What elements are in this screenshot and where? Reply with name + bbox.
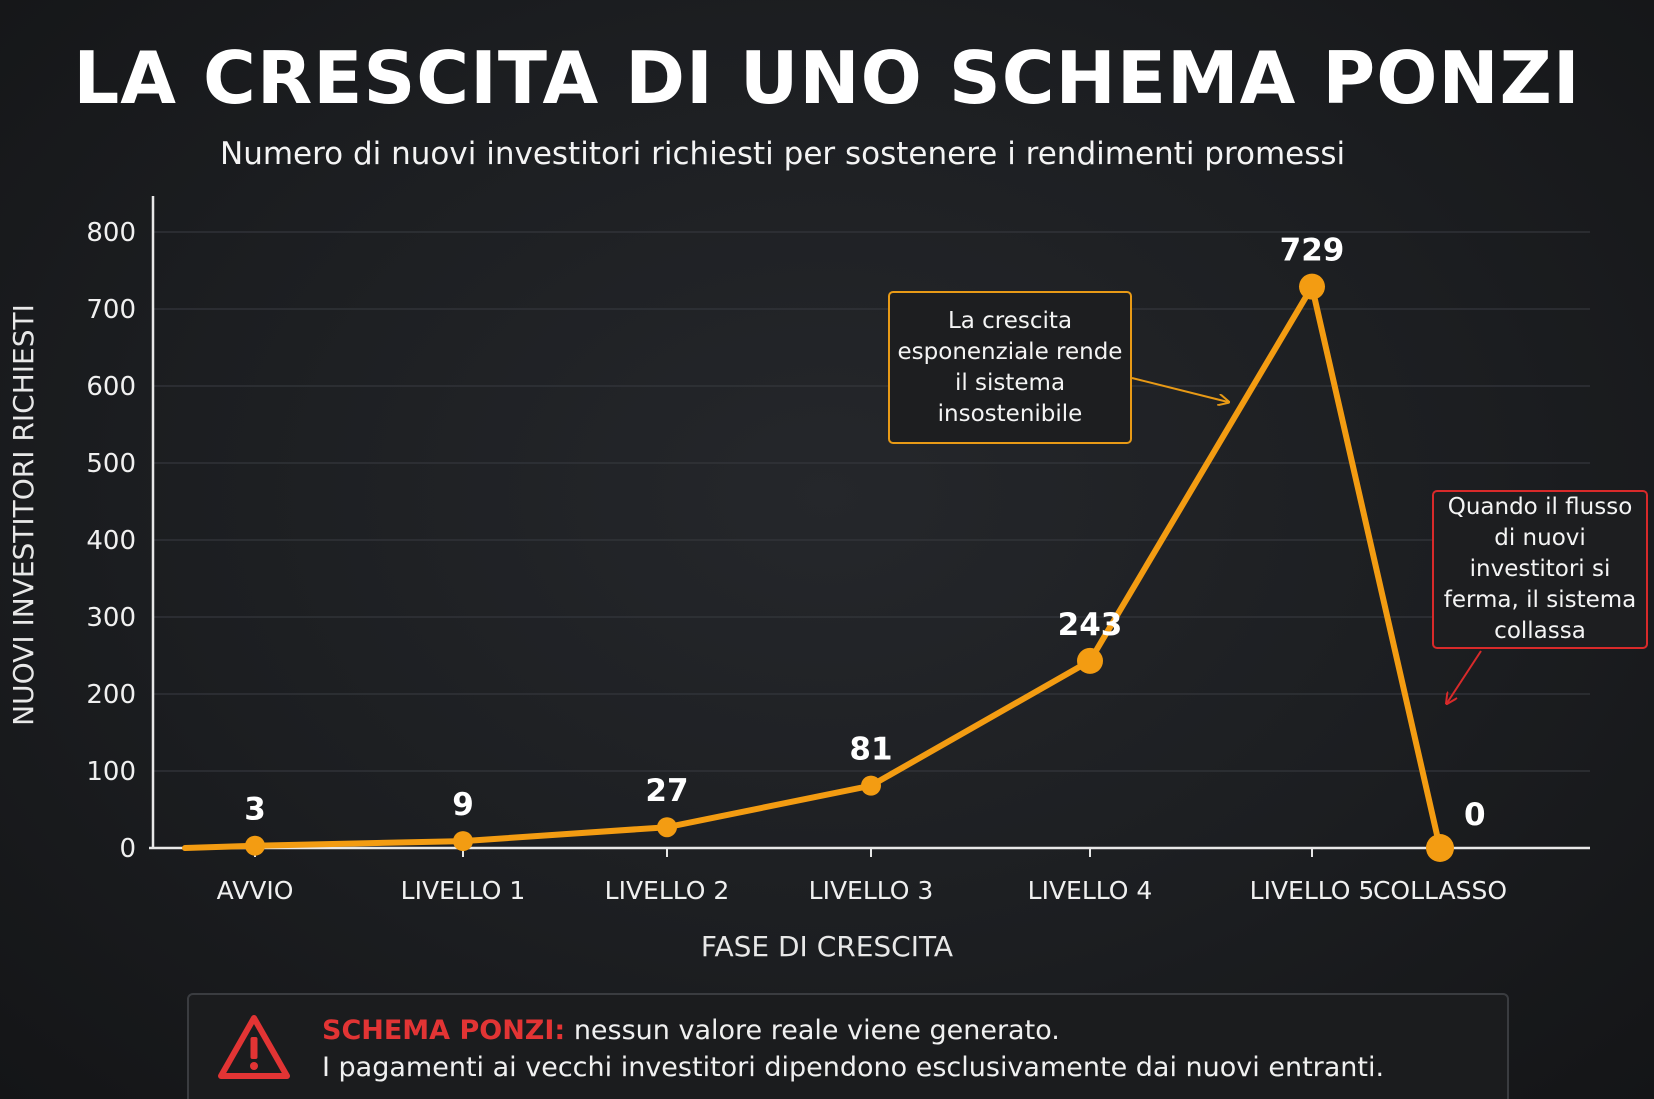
x-tick-label: COLLASSO: [1373, 876, 1507, 905]
data-points: [245, 273, 1454, 862]
warning-label: SCHEMA PONZI:: [322, 1015, 566, 1046]
data-point: [657, 817, 677, 838]
warning-line-1: SCHEMA PONZI: nessun valore reale viene …: [322, 1015, 1060, 1046]
data-label: 243: [1058, 607, 1123, 643]
data-point: [861, 775, 881, 796]
x-tick-label: LIVELLO 3: [809, 876, 934, 905]
growth-callout-text: La crescita esponenziale rende il sistem…: [897, 307, 1123, 427]
data-point: [453, 831, 473, 852]
data-labels: 3 9 27 81 243 729 0: [244, 233, 1485, 833]
chart-title: LA CRESCITA DI UNO SCHEMA PONZI: [73, 36, 1581, 120]
y-tick-label: 500: [86, 449, 136, 479]
data-label: 0: [1464, 797, 1486, 833]
growth-callout: La crescita esponenziale rende il sistem…: [888, 291, 1132, 444]
x-tick-label: LIVELLO 1: [401, 876, 526, 905]
x-tick-label: LIVELLO 5: [1250, 876, 1375, 905]
warning-triangle-icon: [218, 1015, 290, 1079]
y-tick-label: 600: [86, 372, 136, 402]
series-line: [182, 283, 1443, 851]
growth-callout-arrow: [1131, 377, 1228, 402]
y-tick-label: 300: [86, 603, 136, 633]
data-label: 729: [1280, 233, 1345, 269]
collapse-callout: Quando il flusso di nuovi investitori si…: [1432, 490, 1648, 649]
y-tick-label: 400: [86, 526, 136, 556]
chart-subtitle: Numero di nuovi investitori richiesti pe…: [220, 136, 1346, 172]
data-label: 81: [849, 732, 892, 768]
warning-text-2: I pagamenti ai vecchi investitori dipend…: [322, 1052, 1385, 1083]
y-tick-label: 700: [86, 295, 136, 325]
warning-box: SCHEMA PONZI: nessun valore reale viene …: [187, 993, 1509, 1099]
y-tick-label: 100: [86, 757, 136, 787]
data-point: [1299, 273, 1325, 300]
x-tick-label: LIVELLO 4: [1028, 876, 1153, 905]
collapse-callout-arrow: [1447, 650, 1482, 703]
warning-text-1: nessun valore reale viene generato.: [565, 1015, 1060, 1046]
y-axis-title: NUOVI INVESTITORI RICHIESTI: [7, 304, 40, 726]
grid-lines: [153, 231, 1590, 772]
x-axis-title: FASE DI CRESCITA: [701, 930, 953, 963]
data-point: [1426, 834, 1454, 862]
x-tick-labels: AVVIO LIVELLO 1 LIVELLO 2 LIVELLO 3 LIVELLO …: [217, 876, 1507, 905]
y-tick-label: 0: [119, 834, 136, 864]
series-line-path: [182, 283, 1443, 851]
data-point: [1077, 647, 1103, 674]
collapse-callout-text: Quando il flusso di nuovi investitori si…: [1443, 494, 1637, 644]
data-label: 27: [645, 773, 688, 809]
x-tick-label: LIVELLO 2: [605, 876, 730, 905]
x-tick-label: AVVIO: [217, 876, 294, 905]
y-tick-label: 800: [86, 218, 136, 248]
y-tick-labels: 0 100 200 300 400 500 600 700 800: [86, 218, 136, 864]
data-label: 3: [244, 792, 266, 828]
data-label: 9: [452, 787, 474, 823]
data-point: [245, 835, 265, 856]
y-tick-label: 200: [86, 680, 136, 710]
